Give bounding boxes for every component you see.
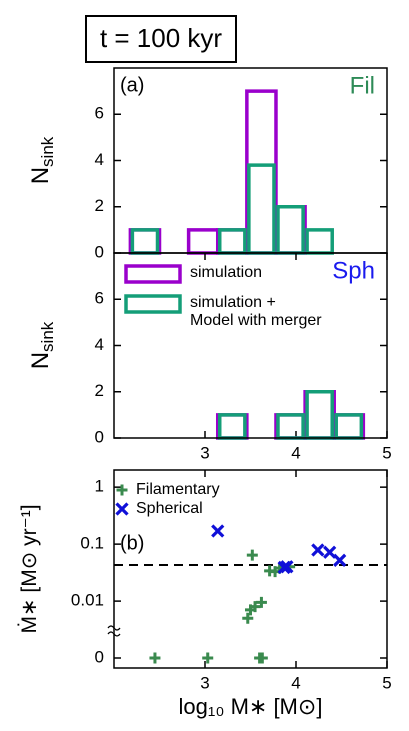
y-tick-label: 0 xyxy=(95,427,104,446)
plot-frame xyxy=(113,252,388,439)
plus-marker xyxy=(255,596,267,608)
legend-text: simulation + Model with merger xyxy=(190,294,322,329)
x-axis-label: log₁₀ M∗ [M⊙] xyxy=(179,694,323,719)
histogram-bar xyxy=(305,228,334,255)
plus-marker xyxy=(249,601,261,613)
histogram-bar xyxy=(274,413,307,440)
histogram-bar xyxy=(247,163,276,255)
histogram-bar xyxy=(186,228,220,255)
legend-text: Filamentary xyxy=(136,481,220,498)
y-tick-label: 2 xyxy=(95,196,104,215)
y-tick-label: 0 xyxy=(95,242,104,261)
y-label-main: N xyxy=(27,352,54,369)
y-tick-label: 0 xyxy=(95,647,104,666)
x-tick-label: 5 xyxy=(382,673,391,692)
y-tick-label: 1 xyxy=(95,477,104,496)
plus-marker xyxy=(116,484,128,496)
plus-marker xyxy=(246,549,258,561)
plus-marker xyxy=(256,652,268,664)
cross-marker xyxy=(280,560,294,574)
y-label-main: Ṁ∗ [M⊙ yr⁻¹] xyxy=(18,504,41,633)
y-tick-label: 0.01 xyxy=(71,591,104,610)
cross-marker xyxy=(115,502,129,516)
panel-label: (a) xyxy=(120,74,144,96)
histogram-bar xyxy=(276,413,305,440)
x-tick-label: 4 xyxy=(291,443,300,462)
histogram-bar xyxy=(217,413,247,440)
histogram-bar xyxy=(130,228,160,255)
y-tick-label: 2 xyxy=(95,381,104,400)
y-tick-label: 4 xyxy=(95,150,104,169)
histogram-bar xyxy=(305,390,334,440)
x-tick-label: 5 xyxy=(382,443,391,462)
panel-annotation: Fil xyxy=(350,72,375,99)
y-axis-label: Nsink xyxy=(27,321,57,369)
histogram-bar xyxy=(332,413,366,440)
histogram-bar xyxy=(245,89,278,255)
plus-marker xyxy=(149,652,161,664)
label-box xyxy=(85,15,237,63)
legend-item: simulation xyxy=(190,264,263,281)
x-tick-label: 4 xyxy=(291,673,300,692)
histogram-bar xyxy=(276,205,305,255)
time-label: t = 100 kyr xyxy=(100,23,222,53)
plus-marker xyxy=(242,612,254,624)
legend-item: simulation + Model with merger xyxy=(190,294,322,329)
cross-marker xyxy=(211,524,225,538)
cross-marker xyxy=(311,543,325,557)
legend-text: simulation xyxy=(190,264,263,281)
y-axis-label: Nsink xyxy=(27,136,57,184)
y-label-sub: sink xyxy=(38,321,57,352)
y-tick-label: 6 xyxy=(95,289,104,308)
cross-marker xyxy=(333,553,347,567)
legend-text: Spherical xyxy=(136,500,203,517)
x-tick-label: 3 xyxy=(200,443,209,462)
histogram-bar xyxy=(215,413,249,440)
histogram-bar xyxy=(274,205,307,255)
x-tick-label: 3 xyxy=(200,673,209,692)
panel-label: (b) xyxy=(120,532,144,554)
y-label-sub: sink xyxy=(38,136,57,167)
y-tick-label: 0.1 xyxy=(80,534,104,553)
histogram-bar xyxy=(334,413,364,440)
plot-frame xyxy=(113,469,388,669)
y-label-main: N xyxy=(27,167,54,184)
histogram-bar xyxy=(217,228,247,255)
histogram-bar xyxy=(303,390,336,440)
y-tick-label: 4 xyxy=(95,335,104,354)
y-tick-label: 6 xyxy=(95,104,104,123)
legend-swatch xyxy=(124,294,182,314)
y-axis-label: Ṁ∗ [M⊙ yr⁻¹] xyxy=(18,504,41,633)
panel-annotation: Sph xyxy=(332,257,375,284)
histogram-bar xyxy=(128,228,162,255)
histogram-bar xyxy=(215,228,249,255)
plus-marker xyxy=(202,652,214,664)
legend-swatch xyxy=(124,264,182,284)
